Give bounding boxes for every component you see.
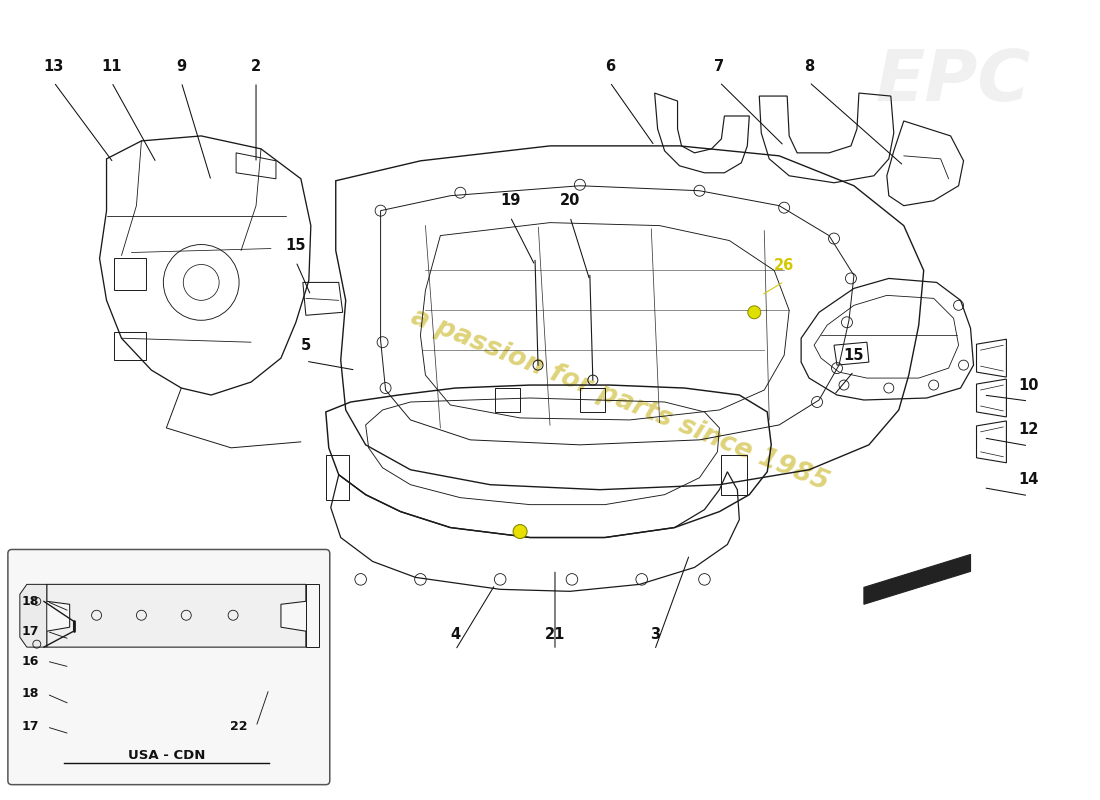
- Text: 2: 2: [251, 58, 261, 74]
- Text: 22: 22: [230, 720, 248, 734]
- Text: 18: 18: [21, 594, 38, 608]
- Text: 8: 8: [804, 58, 814, 74]
- Text: 3: 3: [650, 626, 660, 642]
- Text: 17: 17: [21, 720, 38, 734]
- Circle shape: [513, 525, 527, 538]
- Text: USA - CDN: USA - CDN: [128, 750, 205, 762]
- Text: 17: 17: [21, 625, 38, 638]
- Polygon shape: [864, 554, 970, 604]
- Text: 21: 21: [544, 626, 565, 642]
- Text: 18: 18: [21, 687, 38, 701]
- Text: 20: 20: [560, 193, 580, 208]
- Text: a passion for parts since 1985: a passion for parts since 1985: [407, 304, 833, 496]
- Circle shape: [748, 306, 761, 318]
- Text: 5: 5: [300, 338, 311, 353]
- Text: EPC: EPC: [876, 46, 1032, 116]
- Text: 6: 6: [605, 58, 615, 74]
- Text: 15: 15: [844, 348, 865, 362]
- Text: 26: 26: [774, 258, 794, 273]
- Text: 11: 11: [101, 58, 122, 74]
- Text: 7: 7: [714, 58, 725, 74]
- Text: 15: 15: [286, 238, 306, 253]
- Text: 16: 16: [21, 654, 38, 667]
- Text: 14: 14: [1019, 472, 1038, 487]
- Text: 19: 19: [500, 193, 520, 208]
- FancyBboxPatch shape: [8, 550, 330, 785]
- Text: 9: 9: [176, 58, 186, 74]
- Text: 4: 4: [450, 626, 461, 642]
- Text: 12: 12: [1019, 422, 1038, 438]
- Text: 10: 10: [1019, 378, 1038, 393]
- Polygon shape: [20, 584, 47, 647]
- Polygon shape: [47, 584, 306, 647]
- Text: 13: 13: [44, 58, 64, 74]
